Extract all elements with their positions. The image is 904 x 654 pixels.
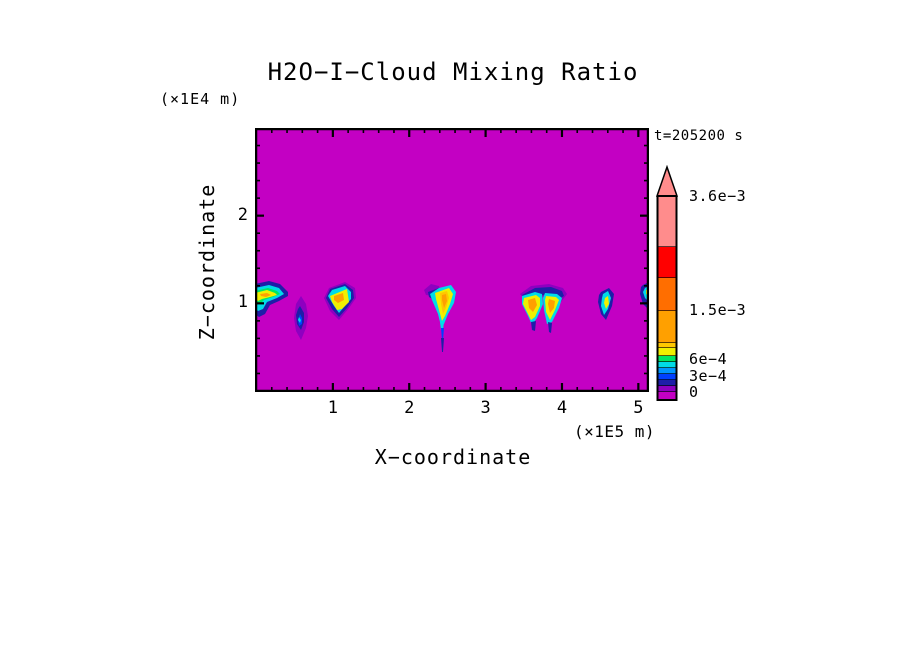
- colorbar-tick-label: 3e−4: [689, 366, 728, 385]
- double-cloud-x3.7-contour-navy: [548, 322, 552, 333]
- x-tick-label: 3: [480, 398, 491, 418]
- colorbar-segment-lightorange: [657, 311, 677, 343]
- colorbar-segment-gold: [657, 343, 677, 348]
- z-tick-label: 2: [237, 204, 248, 225]
- colorbar-tick-label: 3.6e−3: [689, 187, 747, 205]
- z-axis-label: Z−coordinate: [195, 183, 219, 341]
- small-cloud-x4.6-contour-yellow: [604, 296, 609, 309]
- colorbar-segment-red: [657, 247, 677, 278]
- colorbar-labels: 3.6e−3 1.5e−3 6e−4 3e−4 0: [689, 0, 789, 654]
- double-cloud-x3.7-contour-lightorange: [548, 299, 555, 313]
- colorbar-tick-label: 0: [689, 383, 699, 401]
- time-stamp-label: t=205200 s: [654, 128, 744, 144]
- colorbar-arrow: [656, 165, 679, 197]
- small-blob-below-layer-contour-cyan: [298, 317, 301, 323]
- double-cloud-x3.7-contour-navy: [531, 321, 536, 331]
- cloud-x2.4-with-fallstreak-contour-blue: [441, 328, 444, 340]
- cloud-x2.4-with-fallstreak-contour-navy: [441, 338, 444, 352]
- colorbar-segment-pink: [657, 196, 677, 247]
- x-tick-labels: 1 2 3 4 5: [255, 398, 649, 420]
- colorbar-segment-blue: [657, 374, 677, 380]
- colorbar-segment-yellow: [657, 348, 677, 356]
- double-cloud-x3.7-contour-lightorange: [528, 298, 537, 312]
- colorbar-segment-violet: [657, 386, 677, 392]
- plot-border: [255, 128, 649, 392]
- plot-background: [255, 128, 649, 392]
- colorbar-segment-navy: [657, 380, 677, 386]
- chart-title: H2O−I−Cloud Mixing Ratio: [267, 58, 639, 86]
- plot-area: [255, 128, 649, 392]
- x-axis-units-label: (×1E5 m): [573, 422, 655, 441]
- x-tick-label: 1: [327, 398, 338, 418]
- z-axis-units-label: (×1E4 m): [160, 90, 241, 108]
- colorbar-segment-cyan: [657, 362, 677, 368]
- colorbar-segment-sky: [657, 368, 677, 374]
- cloud-x2.4-with-fallstreak-contour-lightorange: [442, 294, 447, 308]
- colorbar-tick-label: 6e−4: [689, 350, 728, 369]
- colorbar-segment-green: [657, 356, 677, 362]
- colorbar-segment-magenta: [657, 392, 677, 400]
- x-tick-label: 4: [556, 398, 568, 418]
- cloud-at-left-edge-contour-lightorange: [260, 293, 271, 297]
- cloud-x1-contour-lightorange: [334, 293, 344, 303]
- colorbar-tick-label: 1.5e−3: [689, 301, 747, 320]
- x-tick-label: 2: [404, 398, 415, 418]
- x-axis-label: X−coordinate: [374, 445, 532, 469]
- colorbar-segment-orange: [657, 278, 677, 311]
- x-tick-label: 5: [633, 398, 644, 418]
- colorbar-border: [656, 195, 678, 401]
- colorbar: [656, 165, 679, 401]
- z-tick-label: 1: [237, 292, 248, 313]
